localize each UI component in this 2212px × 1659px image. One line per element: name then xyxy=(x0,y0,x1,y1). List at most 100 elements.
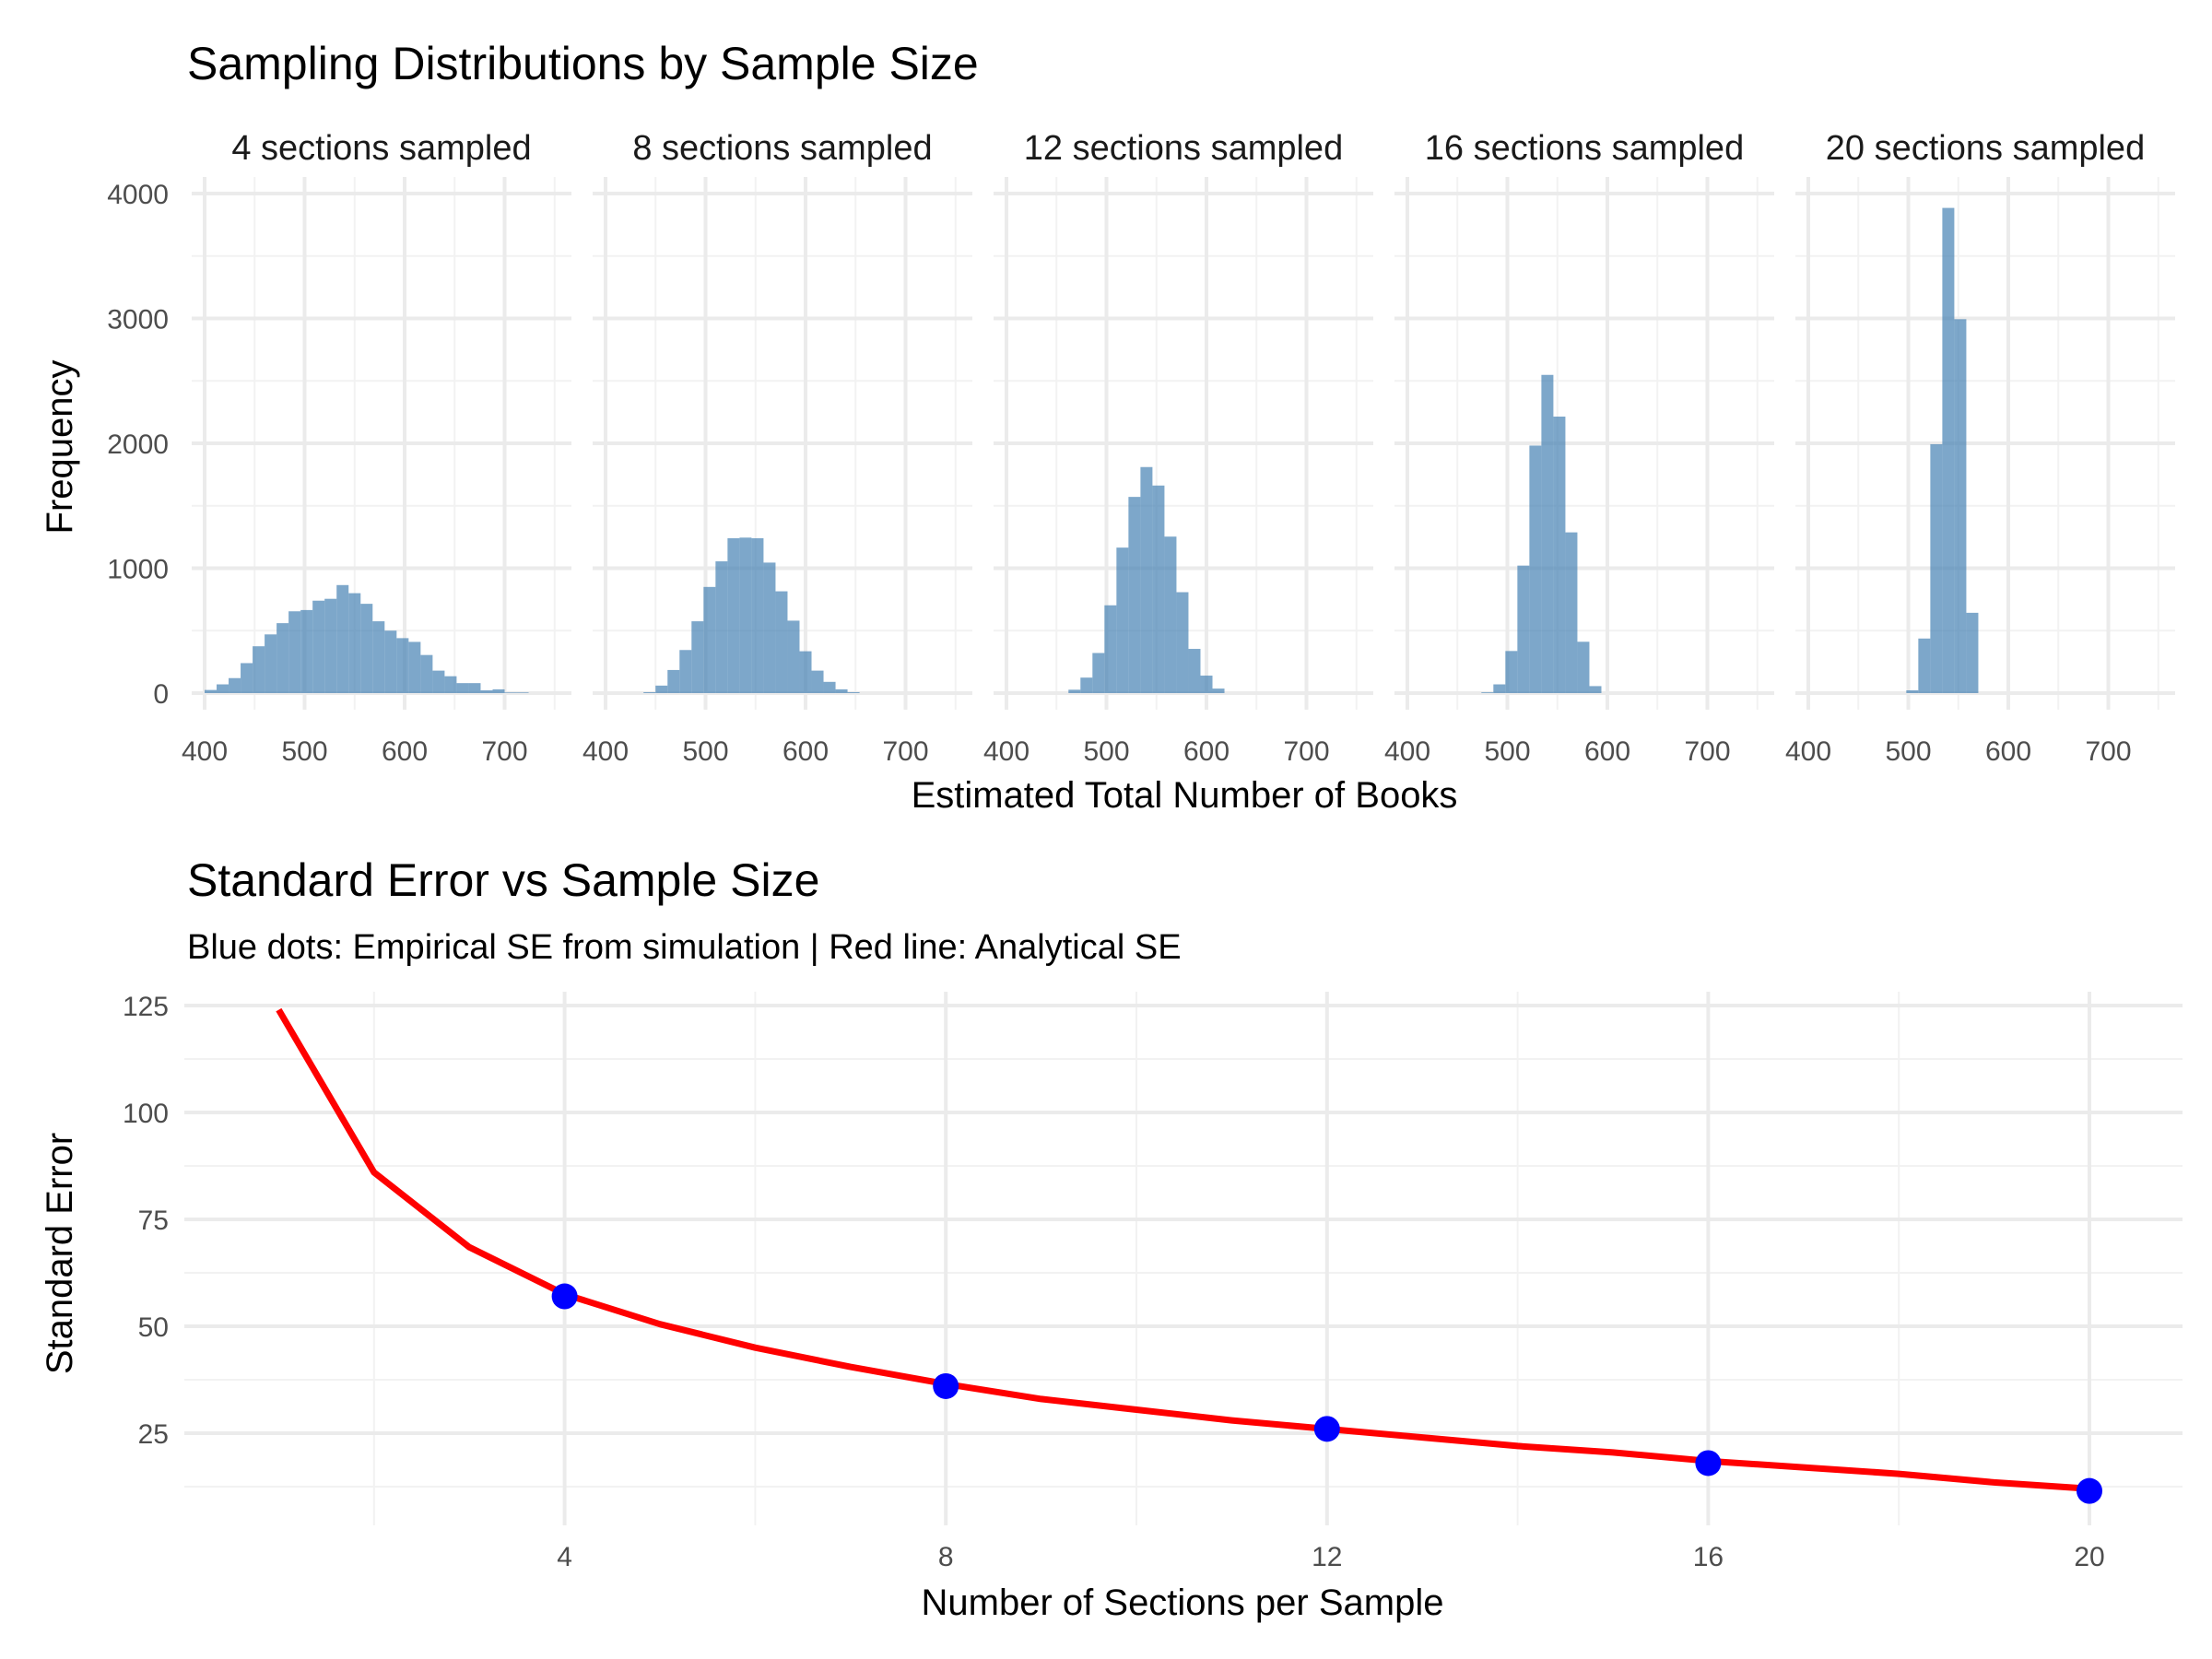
histogram-bar xyxy=(1529,445,1542,693)
y-tick-label: 100 xyxy=(123,1099,169,1129)
histogram-bar xyxy=(241,663,253,693)
x-tick-label: 400 xyxy=(983,736,1030,767)
x-tick-label: 600 xyxy=(1584,736,1630,767)
histogram-bar xyxy=(1930,443,1943,693)
x-tick-label: 700 xyxy=(481,736,527,767)
histogram-bar xyxy=(1212,688,1225,693)
empirical-se-point xyxy=(2077,1477,2102,1504)
x-tick-label: 700 xyxy=(2085,736,2131,767)
x-tick-label: 500 xyxy=(281,736,327,767)
x-tick-label: 700 xyxy=(1283,736,1329,767)
histogram-bar xyxy=(1116,547,1129,693)
histogram-bar xyxy=(727,537,740,693)
x-tick-label: 500 xyxy=(1083,736,1129,767)
se-chart-subtitle: Blue dots: Empirical SE from simulation … xyxy=(187,928,1182,967)
histogram-bar xyxy=(835,688,848,693)
facet-strip-label: 16 sections sampled xyxy=(1425,129,1744,168)
facet-panel: 20 sections sampled 400 500 600 700 xyxy=(1785,129,2175,767)
y-tick-label: 4000 xyxy=(107,180,169,210)
histogram-bar xyxy=(312,600,325,693)
x-tick-label: 600 xyxy=(1183,736,1230,767)
histogram-bar xyxy=(823,681,836,693)
histogram-bar xyxy=(217,684,229,693)
se-y-axis-label: Standard Error xyxy=(40,1133,80,1374)
histogram-bar xyxy=(1577,641,1590,693)
histogram-bar xyxy=(253,646,265,693)
histogram-bar xyxy=(1589,686,1602,693)
histogram-y-ticks: 0 1000 2000 3000 4000 xyxy=(107,180,169,710)
facet-strip-label: 20 sections sampled xyxy=(1826,129,2145,168)
facet-panel: 4 sections sampled 400 500 600 700 xyxy=(182,129,571,767)
se-chart-title: Standard Error vs Sample Size xyxy=(187,854,819,906)
y-tick-label: 2000 xyxy=(107,429,169,460)
x-tick-label: 400 xyxy=(182,736,228,767)
histogram-bar xyxy=(265,634,277,693)
x-tick-label: 600 xyxy=(782,736,829,767)
histogram-bar xyxy=(1068,689,1081,693)
histogram-bar xyxy=(408,641,421,693)
histogram-bar xyxy=(1517,565,1530,693)
histogram-bar xyxy=(1966,612,1979,693)
x-tick-label: 500 xyxy=(682,736,728,767)
histogram-bar xyxy=(456,683,469,693)
facet-panel: 16 sections sampled 400 500 600 700 xyxy=(1384,129,1774,767)
histogram-bar xyxy=(1176,592,1189,693)
histogram-bar xyxy=(1565,532,1578,693)
histogram-bar xyxy=(480,690,493,693)
histogram-title: Sampling Distributions by Sample Size xyxy=(187,38,979,89)
y-tick-label: 1000 xyxy=(107,555,169,585)
histogram-bar xyxy=(1918,638,1931,693)
empirical-se-point xyxy=(551,1283,578,1310)
histogram-bar xyxy=(691,621,704,693)
histogram-y-axis-label: Frequency xyxy=(40,360,80,535)
histogram-bar xyxy=(444,676,457,693)
y-tick-label: 25 xyxy=(138,1419,169,1450)
histogram-facets: 4 sections sampled 400 500 600 700 8 sections… xyxy=(182,129,2175,767)
histogram-bar xyxy=(1505,651,1518,693)
y-tick-label: 0 xyxy=(153,679,169,710)
histogram-bar xyxy=(1140,466,1153,693)
y-tick-label: 50 xyxy=(138,1312,169,1343)
x-tick-label: 400 xyxy=(1384,736,1430,767)
x-tick-label: 600 xyxy=(1985,736,2031,767)
empirical-se-point xyxy=(933,1372,959,1399)
histogram-bar xyxy=(384,630,397,693)
histogram-bar xyxy=(1104,605,1117,693)
histogram-bar xyxy=(396,638,409,693)
histogram-bar xyxy=(229,677,241,693)
histogram-bar xyxy=(655,685,668,693)
se-x-axis-label: Number of Sections per Sample xyxy=(922,1583,1444,1623)
histogram-bar xyxy=(787,620,800,693)
histogram-bar xyxy=(763,562,776,693)
x-tick-label: 700 xyxy=(882,736,928,767)
x-tick-label: 500 xyxy=(1885,736,1931,767)
facet-panel: 8 sections sampled 400 500 600 700 xyxy=(582,129,972,767)
histogram-bar xyxy=(1906,690,1919,693)
facet-strip-label: 8 sections sampled xyxy=(632,129,932,168)
x-tick-label: 8 xyxy=(938,1542,954,1572)
histogram-bar xyxy=(643,692,656,693)
facet-strip-label: 4 sections sampled xyxy=(231,129,531,168)
x-tick-label: 12 xyxy=(1312,1542,1342,1572)
histogram-bar xyxy=(205,689,218,693)
histogram-x-axis-label: Estimated Total Number of Books xyxy=(912,775,1458,816)
histogram-bar xyxy=(420,654,433,693)
y-tick-label: 125 xyxy=(123,992,169,1022)
histogram-bar xyxy=(348,593,361,693)
x-tick-label: 700 xyxy=(1684,736,1730,767)
histogram-bar xyxy=(1954,319,1967,693)
histogram-bar xyxy=(1128,497,1141,693)
histogram-bar xyxy=(300,609,313,693)
x-tick-label: 16 xyxy=(1693,1542,1724,1572)
histogram-bar xyxy=(679,650,692,693)
histogram-bar xyxy=(504,692,517,693)
histogram-bar xyxy=(715,561,728,693)
facet-panel: 12 sections sampled 400 500 600 700 xyxy=(983,129,1373,767)
histogram-bar xyxy=(1541,374,1554,693)
histogram-bar xyxy=(432,670,445,693)
histogram-bar xyxy=(1200,676,1213,693)
histogram-bar xyxy=(1553,417,1566,693)
histogram-bar xyxy=(324,598,337,693)
x-tick-label: 4 xyxy=(557,1542,572,1572)
